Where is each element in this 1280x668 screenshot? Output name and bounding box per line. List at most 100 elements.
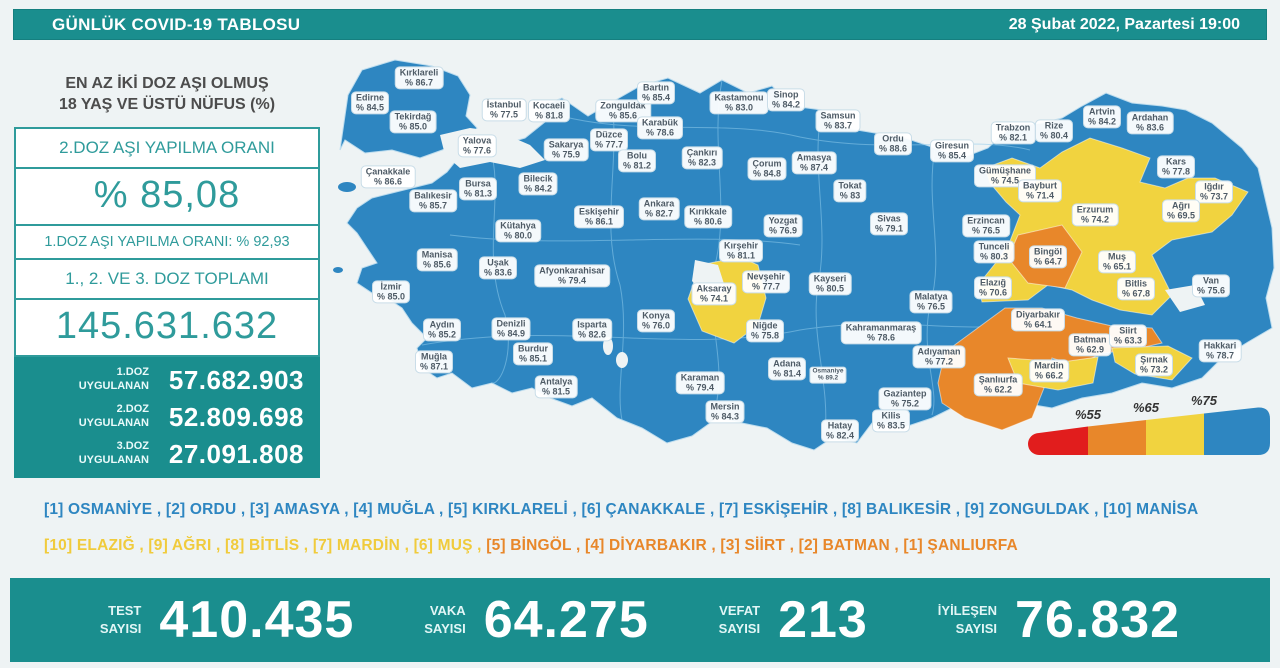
province-label: Erzincan% 76.5 [962, 214, 1010, 238]
dose-row-value: 27.091.808 [168, 438, 304, 469]
stat-label: VAKA SAYISI [424, 602, 466, 636]
province-label: Yalova% 77.6 [457, 134, 497, 158]
top10-lowest-provinces: [10] ELAZIĞ , [9] AĞRI , [8] BİTLİS , [7… [44, 537, 1018, 555]
province-label: Yozgat% 76.9 [763, 214, 803, 238]
province-label: Kayseri% 80.5 [808, 272, 852, 296]
lowest-provinces-orange-part: [5] BİNGÖL , [4] DİYARBAKIR , [3] SİİRT … [486, 537, 1018, 554]
province-label: Kütahya% 80.0 [495, 219, 541, 243]
province-label: Nevşehir% 77.7 [741, 270, 791, 294]
province-label: Aydın% 85.2 [422, 318, 462, 342]
province-label: Bolu% 81.2 [617, 149, 657, 173]
province-label: Isparta% 82.6 [572, 318, 612, 342]
stat-value: 64.275 [483, 591, 649, 649]
header-bar: GÜNLÜK COVID-19 TABLOSU 28 Şubat 2022, P… [13, 9, 1267, 40]
province-label: Kilis% 83.5 [871, 409, 911, 433]
province-label: Muğla% 87.1 [414, 350, 454, 374]
province-label: Sakarya% 75.9 [543, 138, 589, 162]
province-label: Bitlis% 67.8 [1116, 277, 1156, 301]
province-label: Bayburt% 71.4 [1017, 179, 1063, 203]
province-label: İzmir% 85.0 [371, 280, 411, 304]
province-label: İstanbul% 77.5 [481, 98, 527, 122]
province-label: Samsun% 83.7 [815, 109, 861, 133]
province-label: Hatay% 82.4 [820, 419, 860, 443]
province-label: Tunceli% 80.3 [973, 240, 1015, 264]
province-label: Ordu% 88.6 [873, 132, 913, 156]
province-label: Konya% 76.0 [636, 309, 676, 333]
total-doses-label: 1., 2. VE 3. DOZ TOPLAMI [16, 260, 318, 300]
province-label: Sinop% 84.2 [766, 88, 806, 112]
province-label: Şanlıurfa% 62.2 [973, 373, 1023, 397]
province-label: Bilecik% 84.2 [518, 172, 558, 196]
dose-table: 1.DOZ UYGULANAN 57.682.903 2.DOZ UYGULANAN 52… [14, 356, 320, 478]
province-label: Adana% 81.4 [767, 357, 807, 381]
province-label: Çankırı% 82.3 [681, 146, 723, 170]
province-label: Malatya% 76.5 [909, 290, 953, 314]
province-label: Bartın% 85.4 [636, 81, 676, 105]
province-label: Bursa% 81.3 [458, 177, 498, 201]
province-label: Tokat% 83 [833, 179, 867, 203]
stat-group: TEST SAYISI 410.435 [100, 590, 354, 650]
province-label: Çanakkale% 86.6 [360, 165, 416, 189]
province-label: Erzurum% 74.2 [1071, 203, 1119, 227]
dose-row: 1.DOZ UYGULANAN 57.682.903 [14, 362, 320, 399]
dose-row-label: 3.DOZ UYGULANAN [78, 440, 149, 467]
dose-row-value: 57.682.903 [168, 364, 304, 395]
island-small [333, 267, 343, 273]
province-label: Zonguldak% 85.6 [595, 99, 651, 123]
province-label: Van% 75.6 [1191, 274, 1231, 298]
province-label: Afyonkarahisar% 79.4 [534, 264, 610, 288]
stat-value: 410.435 [159, 591, 355, 649]
province-label: Kırıkkale% 80.6 [684, 205, 732, 229]
dose-row: 2.DOZ UYGULANAN 52.809.698 [14, 399, 320, 436]
province-label: Ankara% 82.7 [638, 197, 680, 221]
stat-group: İYİLEŞEN SAYISI 76.832 [938, 590, 1180, 650]
report-date: 28 Şubat 2022, Pazartesi 19:00 [1008, 15, 1240, 33]
province-label: Gaziantep% 75.2 [878, 387, 932, 411]
province-label: Artvin% 84.2 [1082, 105, 1122, 129]
stat-value: 76.832 [1015, 591, 1181, 649]
province-label: Kırşehir% 81.1 [718, 239, 764, 263]
legend-red-segment [1039, 426, 1088, 455]
province-label: Tekirdağ% 85.0 [389, 110, 437, 134]
dose-row: 3.DOZ UYGULANAN 27.091.808 [14, 436, 320, 473]
province-label: Muş% 65.1 [1097, 250, 1137, 274]
legend-blue-segment [1204, 407, 1270, 455]
dose2-rate-value: % 85,08 [16, 169, 318, 226]
province-label: Şırnak% 73.2 [1134, 353, 1174, 377]
legend-label-65: %65 [1133, 400, 1160, 415]
vaccination-panel: EN AZ İKİ DOZ AŞI OLMUŞ 18 YAŞ VE ÜSTÜ N… [14, 74, 320, 478]
province-label: Ardahan% 83.6 [1126, 111, 1174, 135]
stat-value: 213 [778, 591, 868, 649]
province-label: Eskişehir% 86.1 [573, 205, 625, 229]
panel-title: EN AZ İKİ DOZ AŞI OLMUŞ 18 YAŞ VE ÜSTÜ N… [14, 74, 320, 116]
dose-row-value: 52.809.698 [168, 401, 304, 432]
province-label: Batman% 62.9 [1068, 333, 1112, 357]
province-label: Osmaniye% 89.2 [809, 366, 847, 384]
province-label: Adıyaman% 77.2 [912, 345, 966, 369]
page-title: GÜNLÜK COVID-19 TABLOSU [52, 14, 301, 34]
legend-yellow-segment [1146, 413, 1204, 455]
lowest-provinces-yellow-part: [10] ELAZIĞ , [9] AĞRI , [8] BİTLİS , [7… [44, 537, 487, 554]
stat-group: VAKA SAYISI 64.275 [424, 590, 648, 650]
province-label: Burdur% 85.1 [513, 342, 553, 366]
legend-label-55: %55 [1075, 407, 1102, 422]
turkey-choropleth-map: %55 %65 %75 Edirne% 84.5 Kırklareli% 86.7… [330, 55, 1280, 480]
province-label: Giresun% 85.4 [929, 139, 975, 163]
province-label: Manisa% 85.6 [416, 248, 458, 272]
province-label: Siirt% 63.3 [1108, 324, 1148, 348]
province-label: Kastamonu% 83.0 [709, 91, 769, 115]
dose2-rate-label: 2.DOZ AŞI YAPILMA ORANI [16, 129, 318, 169]
province-label: Düzce% 77.7 [589, 128, 629, 152]
province-label: Hakkari% 78.7 [1198, 339, 1242, 363]
province-label: Niğde% 75.8 [745, 319, 785, 343]
province-label: Kahramanmaraş% 78.6 [840, 321, 922, 345]
stat-label: VEFAT SAYISI [718, 602, 761, 636]
province-label: Kırklareli% 86.7 [394, 66, 444, 90]
province-label: Elazığ% 70.6 [973, 276, 1013, 300]
province-label: Amasya% 87.4 [791, 151, 837, 175]
province-label: Iğdır% 73.7 [1194, 180, 1234, 204]
top10-highest-provinces: [1] OSMANİYE , [2] ORDU , [3] AMASYA , [… [44, 501, 1199, 518]
lake-beysehir [616, 352, 628, 368]
panel-title-line2: 18 YAŞ VE ÜSTÜ NÜFUS (%) [58, 95, 276, 113]
province-label: Uşak% 83.6 [478, 256, 518, 280]
